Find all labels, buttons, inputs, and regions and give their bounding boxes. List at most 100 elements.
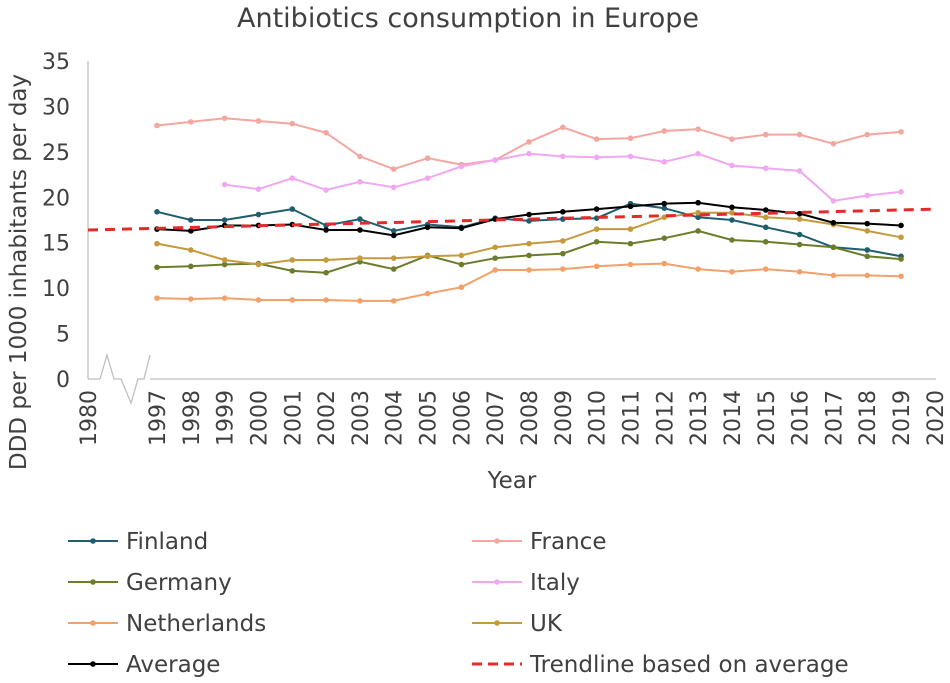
data-point-germany [390,266,397,272]
x-tick-label: 2019 [890,390,915,446]
data-point-uk [188,247,194,253]
data-point-france [898,129,904,135]
data-point-netherlands [627,261,634,268]
data-point-france [188,119,194,125]
legend: Finland France Germany Italy Netherlands UK Av… [68,529,849,678]
data-point-netherlands [729,268,735,275]
series-line-germany [156,229,902,274]
x-tick-label: 2007 [484,390,509,446]
data-point-average [188,228,194,234]
data-point-average [593,206,600,212]
legend-item-germany: Germany [68,570,232,596]
data-point-finland [729,217,735,223]
data-point-average [458,225,465,231]
y-axis-label: DDD per 1000 inhabitants per day [6,74,32,470]
data-point-germany [762,239,769,245]
data-point-france [154,122,160,129]
data-point-netherlands [188,296,194,302]
data-point-uk [492,244,499,251]
data-point-uk [729,209,735,216]
data-point-france [526,139,532,145]
data-point-uk [357,255,363,261]
data-point-average [661,200,668,207]
data-point-uk [323,257,329,263]
data-point-italy [627,153,634,160]
data-point-netherlands [864,272,871,279]
x-tick-label: 2002 [315,390,340,446]
legend-marker [90,661,96,667]
y-tick-label: 30 [42,95,70,120]
chart-title: Antibiotics consumption in Europe [237,3,699,34]
data-point-average [424,224,431,231]
data-point-average [796,210,803,217]
data-point-netherlands [560,266,566,272]
legend-label: Average [126,652,220,678]
data-point-italy [695,150,701,157]
legend-item-uk: UK [472,611,563,637]
y-tick-label: 0 [56,368,70,393]
data-point-netherlands [593,263,600,270]
data-point-germany [323,269,329,276]
legend-label: Finland [126,529,208,555]
data-point-germany [458,261,465,268]
data-point-finland [390,228,397,234]
data-point-netherlands [830,272,837,279]
x-tick-label: 2003 [349,390,374,446]
data-point-finland [661,205,668,211]
x-tick-label: 2001 [281,390,306,446]
legend-label: UK [530,611,563,637]
data-point-france [424,155,431,162]
x-tick-label: 2012 [653,390,678,446]
data-point-france [864,131,871,138]
data-point-germany [593,239,600,245]
data-point-netherlands [390,298,397,304]
data-point-uk [255,261,262,268]
data-point-france [560,124,566,131]
data-point-uk [526,240,532,247]
legend-label: Netherlands [126,611,266,637]
data-point-germany [154,264,160,271]
data-point-italy [458,163,465,170]
data-point-uk [289,257,296,263]
data-point-netherlands [221,295,228,301]
legend-marker [494,538,500,544]
data-point-finland [289,206,296,212]
data-point-france [255,118,262,124]
y-tick-label: 10 [42,277,70,302]
data-point-france [221,115,228,122]
data-point-uk [864,228,871,234]
x-tick-label: 2014 [721,390,746,446]
data-point-france [289,120,296,127]
data-point-netherlands [796,268,803,275]
data-point-uk [390,255,397,261]
x-tick-label: 2005 [417,390,442,446]
legend-marker [90,538,96,544]
data-point-germany [560,250,566,257]
x-axis-label: Year [487,468,537,494]
legend-marker [494,620,500,626]
y-tick-label: 25 [42,141,70,166]
data-point-france [390,166,397,172]
data-point-italy [898,189,904,195]
data-point-netherlands [695,266,701,272]
data-point-germany [492,255,499,261]
legend-item-italy: Italy [472,570,580,596]
data-point-italy [357,179,363,185]
data-point-france [627,135,634,142]
legend-item-france: France [472,529,606,555]
y-tick-label: 20 [42,186,70,211]
data-point-finland [864,247,871,253]
data-point-finland [154,209,160,215]
data-point-france [695,126,701,132]
data-point-france [323,129,329,136]
data-point-germany [864,253,871,260]
legend-marker [90,579,96,585]
data-point-average [560,209,566,215]
legend-item-trendline-based-on-average: Trendline based on average [472,652,849,678]
data-point-germany [830,244,837,251]
series-line-trendline-based-on-average [87,207,935,232]
x-tick-label: 2009 [552,390,577,446]
legend-item-average: Average [68,652,220,678]
legend-item-finland: Finland [68,529,208,555]
